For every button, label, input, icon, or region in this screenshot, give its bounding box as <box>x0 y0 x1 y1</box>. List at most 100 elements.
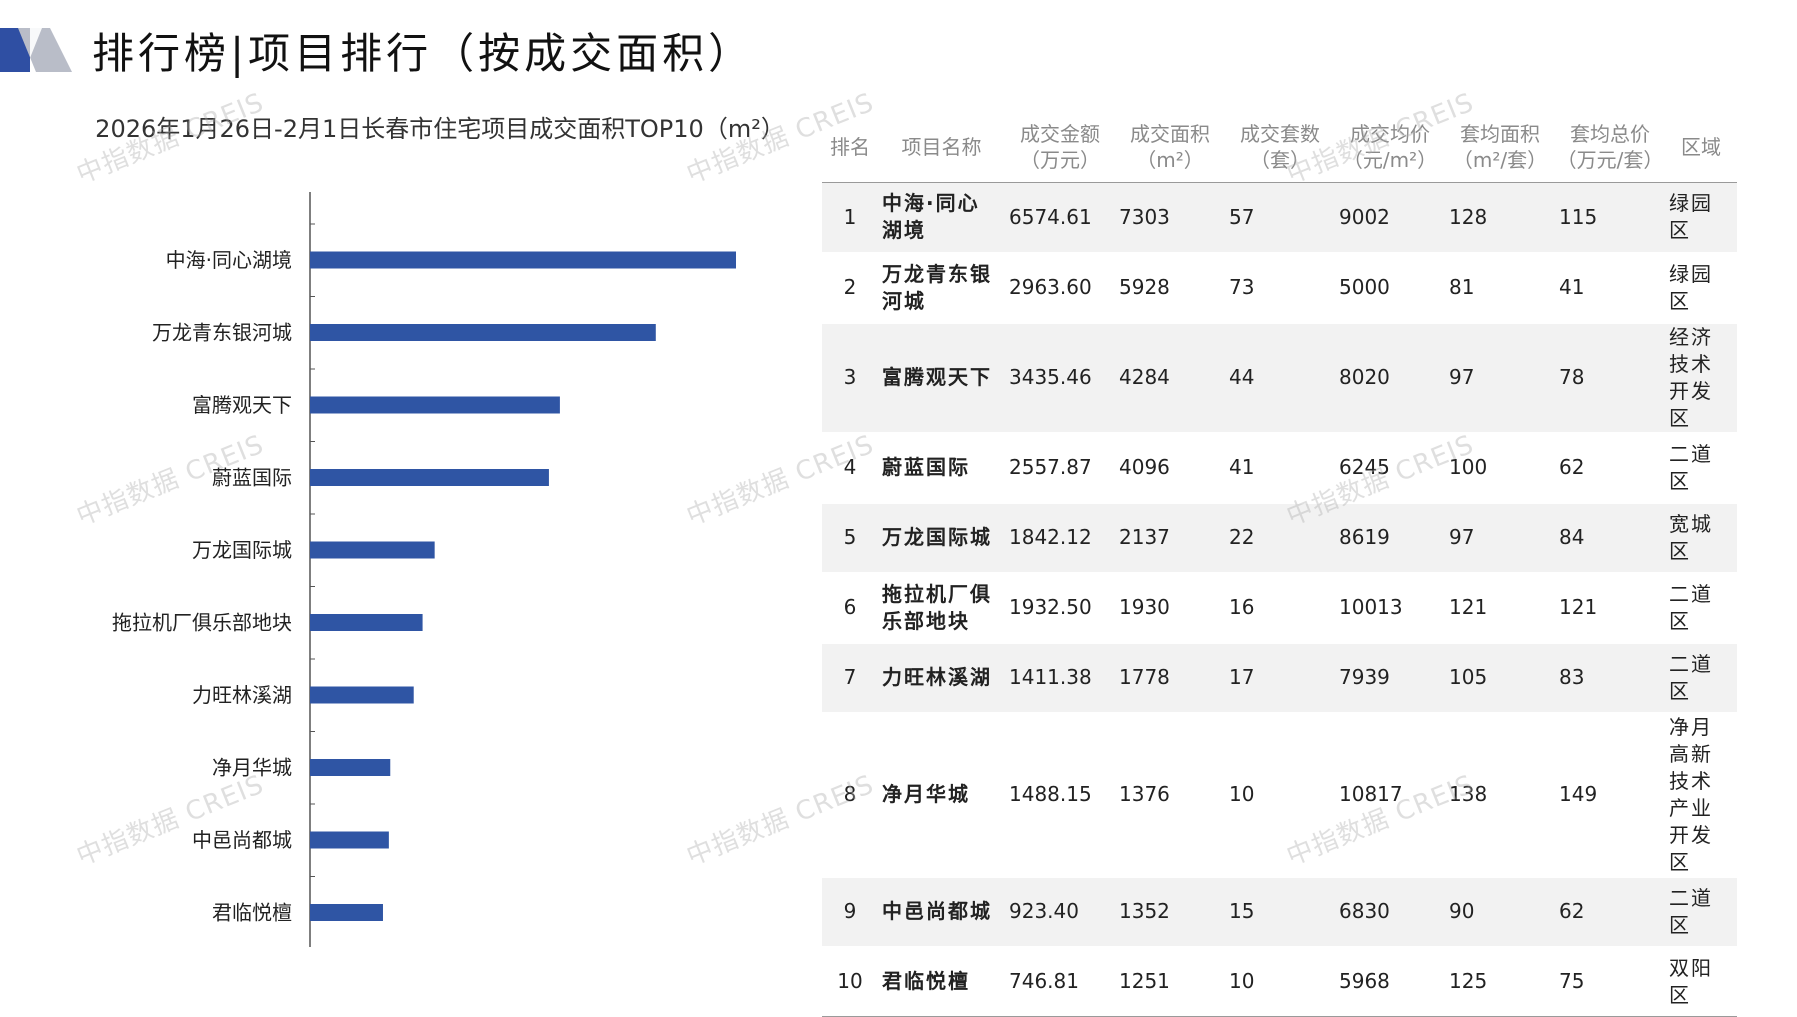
cell-avg-price: 10817 <box>1339 782 1403 806</box>
column-header-line2: （元/m²） <box>1342 148 1438 172</box>
cell-avg-area: 81 <box>1449 275 1475 299</box>
cell-avg-price: 5968 <box>1339 969 1390 994</box>
column-header: 套均总价 （万元/套） <box>1555 112 1665 183</box>
bar <box>310 396 560 414</box>
cell-area: 1352 <box>1115 876 1225 947</box>
cell-units: 10 <box>1229 969 1255 994</box>
category-label: 中邑尚都城 <box>192 828 292 852</box>
logo-accent <box>30 28 42 58</box>
category-label: 蔚蓝国际 <box>212 466 292 490</box>
column-header-line1: 套均总价 <box>1570 122 1650 146</box>
category-label: 万龙青东银河城 <box>152 321 292 345</box>
bar <box>310 759 391 776</box>
chart-title: 2026年1月26日-2月1日长春市住宅项目成交面积TOP10（m²） <box>95 115 785 143</box>
cell-avg-area: 105 <box>1445 642 1555 713</box>
cell-amount: 746.81 <box>1009 969 1079 994</box>
cell-area: 5928 <box>1119 275 1170 299</box>
cell-rank: 9 <box>822 876 878 947</box>
cell-units: 16 <box>1229 595 1255 619</box>
cell-name: 富腾观天下 <box>878 322 1005 433</box>
column-header: 成交金额 （万元） <box>1005 112 1115 183</box>
cell-rank: 2 <box>843 275 857 299</box>
category-label: 拖拉机厂俱乐部地块 <box>112 611 292 635</box>
cell-avg-total: 78 <box>1555 322 1665 433</box>
cell-rank: 5 <box>822 502 878 573</box>
cell-units: 17 <box>1225 642 1335 713</box>
cell-amount: 6574.61 <box>1005 182 1115 253</box>
cell-amount: 1488.15 <box>1009 782 1092 806</box>
column-header-line1: 套均面积 <box>1460 122 1540 146</box>
bar-chart: 中海·同心湖境万龙青东银河城富腾观天下蔚蓝国际万龙国际城拖拉机厂俱乐部地块力旺林… <box>112 192 736 947</box>
table-row: 3 富腾观天下 3435.46 4284 44 8020 97 78 经济技术开发区 <box>822 322 1737 433</box>
column-header-line1: 排名 <box>830 135 870 159</box>
column-header: 套均面积 （m²/套） <box>1445 112 1555 183</box>
category-label: 中海·同心湖境 <box>166 248 292 272</box>
cell-area: 1778 <box>1115 642 1225 713</box>
category-label: 万龙国际城 <box>192 538 292 562</box>
column-header-line1: 成交金额 <box>1020 122 1100 146</box>
column-header: 区域 <box>1665 112 1737 183</box>
cell-avg-area: 97 <box>1445 322 1555 433</box>
cell-avg-total: 62 <box>1559 455 1585 479</box>
column-header-line1: 成交面积 <box>1130 122 1210 146</box>
cell-units: 44 <box>1225 322 1335 433</box>
cell-avg-area: 90 <box>1445 876 1555 947</box>
column-header-line1: 成交套数 <box>1240 122 1320 146</box>
ranking-table: 排名 项目名称 成交金额 （万元） 成交面积 （m²） 成交套数 （套） 成交均价 （元/m²）套… <box>822 112 1737 1017</box>
cell-avg-price: 5000 <box>1339 275 1390 299</box>
cell-district: 二道区 <box>1665 876 1737 947</box>
cell-avg-price: 10013 <box>1339 595 1403 619</box>
cell-avg-total: 115 <box>1555 182 1665 253</box>
column-header-line2: （万元/套） <box>1556 148 1664 172</box>
cell-name: 拖拉机厂俱乐部地块 <box>882 581 992 633</box>
bar <box>310 541 435 559</box>
cell-district: 经济技术开发区 <box>1665 322 1737 433</box>
table-body: 1 中海·同心湖境 6574.61 7303 57 9002 128 115 绿园区 2 万龙青东银… <box>822 182 1737 1017</box>
cell-avg-area: 128 <box>1445 182 1555 253</box>
column-header-line2: （m²/套） <box>1452 148 1548 172</box>
column-header: 成交面积 （m²） <box>1115 112 1225 183</box>
bar <box>310 614 423 631</box>
cell-avg-total: 75 <box>1559 969 1585 994</box>
cell-avg-price: 8020 <box>1335 322 1445 433</box>
cell-avg-total: 41 <box>1559 275 1585 299</box>
logo-icon <box>0 28 72 72</box>
cell-units: 57 <box>1225 182 1335 253</box>
column-header-line1: 项目名称 <box>901 135 982 159</box>
table-row: 2 万龙青东银河城 2963.60 5928 73 5000 81 41 绿园区 <box>822 253 1737 323</box>
cell-district: 绿园区 <box>1665 182 1737 253</box>
cell-name: 中海·同心湖境 <box>878 182 1005 253</box>
bar <box>310 904 383 921</box>
cell-avg-area: 121 <box>1449 595 1488 619</box>
column-header-line2: （m²） <box>1136 148 1204 172</box>
cell-rank: 6 <box>843 595 857 619</box>
cell-amount: 1932.50 <box>1009 595 1092 619</box>
table-header-row: 排名 项目名称 成交金额 （万元） 成交面积 （m²） 成交套数 （套） 成交均价 （元/m²）套… <box>822 112 1737 183</box>
cell-avg-area: 97 <box>1445 502 1555 573</box>
cell-name: 万龙国际城 <box>878 502 1005 573</box>
table-row: 5 万龙国际城 1842.12 2137 22 8619 97 84 宽城区 <box>822 502 1737 573</box>
cell-amount: 2557.87 <box>1009 455 1092 479</box>
cell-units: 10 <box>1229 782 1255 806</box>
column-header: 成交套数 （套） <box>1225 112 1335 183</box>
column-header-line1: 成交均价 <box>1350 122 1430 146</box>
cell-name: 君临悦檀 <box>882 969 970 994</box>
column-header: 排名 <box>822 112 878 183</box>
table-row: 1 中海·同心湖境 6574.61 7303 57 9002 128 115 绿园区 <box>822 182 1737 253</box>
cell-amount: 923.40 <box>1005 876 1115 947</box>
cell-area: 4096 <box>1119 455 1170 479</box>
cell-avg-total: 62 <box>1555 876 1665 947</box>
cell-amount: 3435.46 <box>1005 322 1115 433</box>
bar <box>310 686 414 704</box>
cell-district: 二道区 <box>1669 581 1713 633</box>
cell-avg-total: 149 <box>1559 782 1598 806</box>
cell-rank: 10 <box>837 969 863 994</box>
cell-name: 蔚蓝国际 <box>882 455 970 479</box>
cell-avg-area: 100 <box>1449 455 1488 479</box>
cell-rank: 8 <box>843 782 857 806</box>
table-row: 10 君临悦檀 746.81 1251 10 5968 125 75 双阳区 <box>822 947 1737 1017</box>
cell-district: 宽城区 <box>1665 502 1737 573</box>
column-header-line2: （套） <box>1250 148 1310 172</box>
cell-avg-price: 6830 <box>1335 876 1445 947</box>
table-row: 6 拖拉机厂俱乐部地块 1932.50 1930 16 10013 121 121 二道区 <box>822 573 1737 643</box>
